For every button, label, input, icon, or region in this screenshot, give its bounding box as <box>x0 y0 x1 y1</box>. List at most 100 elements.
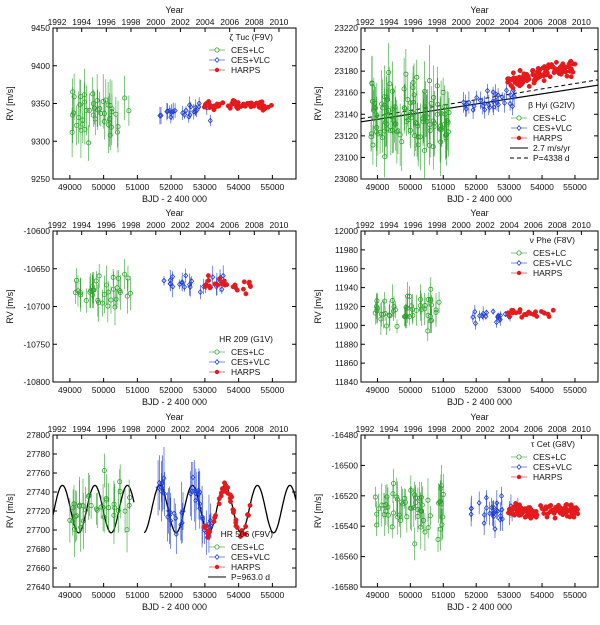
x-axis-title: BJD - 2 400 000 <box>142 397 207 407</box>
x-tick-label: 55000 <box>563 182 587 192</box>
year-tick-label: 2008 <box>245 220 264 230</box>
point-ces-vlc <box>189 278 195 285</box>
y-axis-title: RV [m/s] <box>5 494 15 528</box>
year-tick-label: 1996 <box>97 424 116 434</box>
point-harps <box>202 284 208 289</box>
point-ces-lc <box>105 289 111 295</box>
point-ces-lc <box>107 115 113 121</box>
point-harps <box>238 534 243 539</box>
point-ces-vlc <box>191 108 197 115</box>
point-harps <box>219 281 225 287</box>
point-ces-vlc <box>179 280 185 287</box>
point-harps <box>530 72 536 78</box>
legend-label: 2.7 m/s/yr <box>533 143 570 153</box>
point-ces-lc <box>425 297 431 303</box>
x-tick-label: 49000 <box>58 182 82 192</box>
point-harps <box>510 70 516 76</box>
point-harps <box>564 73 570 79</box>
point-harps <box>521 73 527 79</box>
point-ces-lc <box>101 111 107 117</box>
y-tick-label: 27720 <box>26 506 50 516</box>
point-ces-vlc <box>462 102 468 109</box>
point-ces-lc <box>371 105 377 111</box>
point-ces-lc <box>382 154 388 160</box>
x-axis-title: BJD - 2 400 000 <box>447 194 512 204</box>
point-harps <box>206 101 212 106</box>
legend-symbol <box>516 463 522 471</box>
point-ces-vlc <box>509 103 516 110</box>
point-harps <box>205 531 211 537</box>
point-ces-vlc <box>210 274 216 281</box>
point-ces-lc <box>389 524 395 530</box>
year-axis-title: Year <box>470 412 488 422</box>
point-harps <box>571 508 576 514</box>
point-ces-lc <box>395 514 401 520</box>
point-ces-lc <box>445 119 451 125</box>
point-ces-lc <box>77 502 83 508</box>
point-ces-vlc <box>477 97 483 104</box>
point-ces-lc <box>433 307 439 313</box>
point-harps <box>547 74 553 80</box>
point-ces-lc <box>427 122 433 128</box>
point-ces-vlc <box>497 316 503 323</box>
plot-area <box>361 42 598 179</box>
x-tick-label: 55000 <box>261 182 285 192</box>
point-harps <box>212 515 218 521</box>
point-ces-lc <box>107 132 113 138</box>
point-ces-vlc <box>189 488 195 495</box>
point-ces-lc <box>401 86 407 92</box>
point-ces-lc <box>111 286 117 292</box>
point-ces-vlc <box>171 510 177 517</box>
point-ces-vlc <box>472 320 478 327</box>
y-tick-label: 11840 <box>335 377 358 387</box>
point-ces-vlc <box>481 511 487 518</box>
point-ces-lc <box>442 103 448 109</box>
point-ces-lc <box>86 108 92 114</box>
year-tick-label: 1992 <box>355 424 374 434</box>
x-tick-label: 50000 <box>92 182 116 192</box>
point-harps <box>512 79 518 85</box>
year-tick-label: 2008 <box>548 17 567 27</box>
point-harps <box>239 528 245 533</box>
legend-label: CES+VLC <box>533 462 572 472</box>
point-harps <box>552 66 558 72</box>
point-harps <box>259 99 265 105</box>
point-harps <box>568 74 574 80</box>
year-tick-label: 2004 <box>500 220 519 230</box>
point-ces-lc <box>425 328 431 334</box>
y-axis-title: RV [m/s] <box>5 86 15 120</box>
point-ces-lc <box>387 313 393 319</box>
point-ces-vlc <box>477 312 483 319</box>
year-tick-label: 1994 <box>380 220 399 230</box>
point-ces-lc <box>437 126 443 132</box>
x-tick-label: 52000 <box>159 590 183 600</box>
point-ces-vlc <box>158 112 164 119</box>
year-axis-title: Year <box>165 208 183 218</box>
point-ces-lc <box>427 513 433 519</box>
point-ces-lc <box>421 114 427 120</box>
legend-symbol <box>516 124 522 132</box>
point-ces-lc <box>394 496 400 502</box>
year-axis-title: Year <box>470 5 488 15</box>
point-ces-lc <box>372 310 378 316</box>
y-tick-label: 9450 <box>31 23 50 33</box>
legend-symbol <box>516 270 522 276</box>
legend-symbol <box>214 553 220 561</box>
point-harps <box>561 64 567 70</box>
point-harps <box>526 83 532 89</box>
point-ces-lc <box>410 79 416 85</box>
point-ces-lc <box>105 303 111 309</box>
y-tick-label: 27700 <box>26 525 50 535</box>
point-ces-lc <box>377 129 383 135</box>
legend-symbol <box>214 67 220 73</box>
legend-label: CES+VLC <box>533 258 572 268</box>
point-ces-lc <box>412 492 418 498</box>
y-tick-label: 27800 <box>26 430 50 440</box>
point-ces-vlc <box>168 517 174 524</box>
point-harps <box>227 495 233 501</box>
point-ces-lc <box>381 512 387 518</box>
point-ces-lc <box>394 494 400 500</box>
